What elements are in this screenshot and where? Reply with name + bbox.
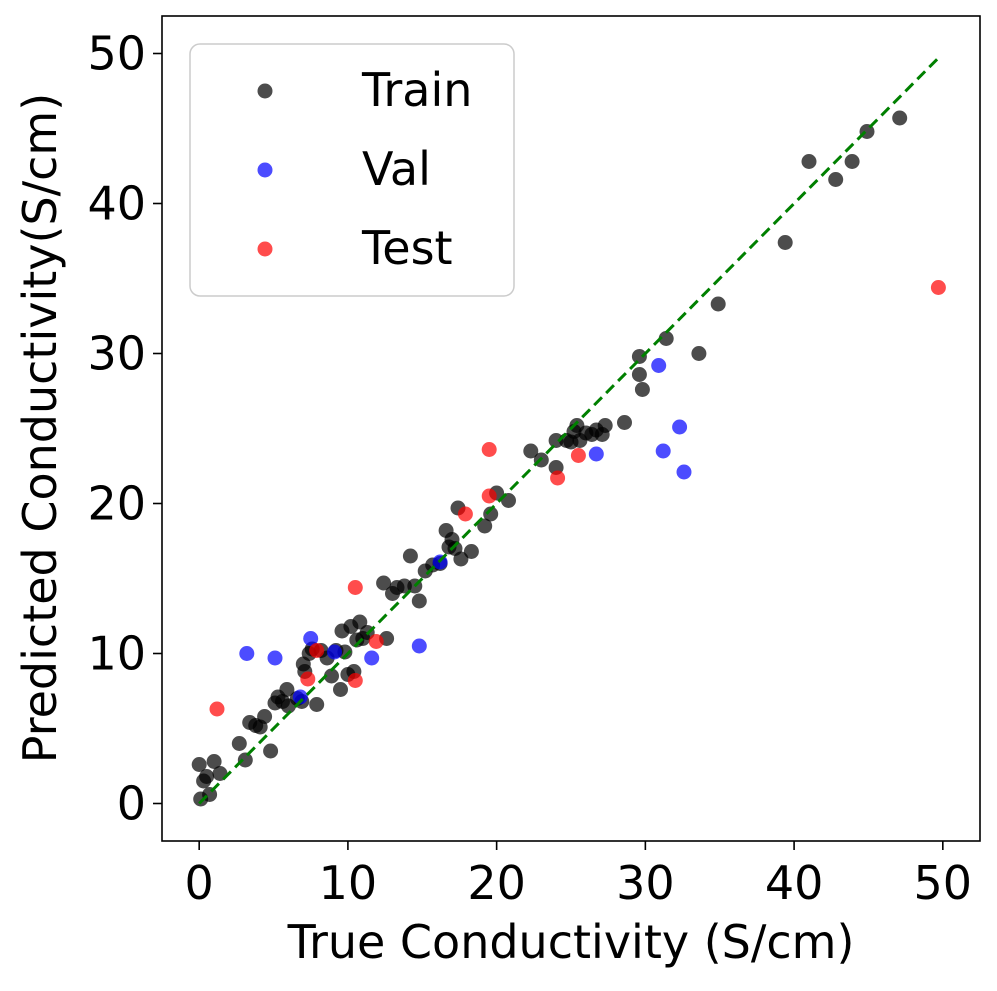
x-axis-ticks: 0 10 20 30 40 50 <box>185 841 973 910</box>
data-point-train <box>631 349 647 364</box>
y-axis-title: Predicted Conductivity(S/cm) <box>13 93 67 763</box>
data-point-test <box>300 671 316 687</box>
data-point-val <box>588 446 604 462</box>
data-point-train <box>352 614 368 630</box>
data-point-train <box>463 544 479 559</box>
y-tick-label: 30 <box>87 327 146 381</box>
data-point-test <box>481 442 497 457</box>
legend: Train Val Test <box>189 43 515 297</box>
data-point-test <box>347 673 363 688</box>
data-point-train <box>453 551 469 567</box>
data-point-train <box>206 754 222 769</box>
data-point-val <box>267 650 283 666</box>
plot-area <box>191 55 946 807</box>
legend-marker-val <box>257 162 273 178</box>
data-point-val <box>239 646 255 661</box>
legend-label-train: Train <box>361 63 472 117</box>
data-point-val <box>411 638 427 654</box>
data-point-train <box>710 296 726 312</box>
data-point-train <box>523 443 539 459</box>
y-tick-label: 40 <box>87 177 146 231</box>
data-point-train <box>402 548 418 564</box>
data-point-train <box>199 769 215 784</box>
data-point-train <box>231 736 247 751</box>
data-point-train <box>801 154 817 169</box>
data-point-val <box>327 644 342 660</box>
reference-line <box>198 55 941 805</box>
data-point-train <box>777 235 793 250</box>
data-point-train <box>333 682 348 697</box>
data-point-train <box>634 382 650 397</box>
y-tick-label: 20 <box>87 477 146 531</box>
legend-marker-test <box>257 241 273 257</box>
data-point-test <box>209 701 225 717</box>
x-tick-label: 20 <box>467 856 526 910</box>
data-point-test <box>457 506 473 522</box>
data-point-train <box>477 518 493 534</box>
data-point-val <box>672 419 688 435</box>
data-point-train <box>237 752 253 768</box>
data-point-val <box>364 650 380 666</box>
data-point-train <box>279 682 295 697</box>
x-axis-title: True Conductivity (S/cm) <box>287 915 855 969</box>
legend-label-test: Test <box>361 221 453 275</box>
data-point-train <box>658 331 674 346</box>
data-point-train <box>376 575 392 591</box>
data-point-train <box>337 644 353 660</box>
data-point-test <box>570 448 586 463</box>
data-point-test <box>309 643 325 658</box>
data-point-train <box>191 757 207 772</box>
x-tick-label: 10 <box>319 856 378 910</box>
data-point-train <box>396 578 412 594</box>
data-point-test <box>481 488 497 504</box>
data-point-train <box>309 697 325 712</box>
data-point-test <box>347 580 363 595</box>
legend-label-val: Val <box>362 142 431 196</box>
series-test <box>209 280 946 717</box>
data-point-train <box>257 709 273 724</box>
data-point-val <box>651 358 667 373</box>
data-point-val <box>676 464 692 480</box>
x-tick-label: 40 <box>765 856 824 910</box>
x-tick-label: 30 <box>616 856 675 910</box>
y-axis-ticks: 0 10 20 30 40 50 <box>87 27 162 831</box>
y-tick-label: 0 <box>117 777 146 831</box>
y-tick-label: 10 <box>87 627 146 681</box>
data-point-train <box>617 415 632 430</box>
series-train <box>191 110 908 807</box>
data-point-train <box>324 668 339 684</box>
data-point-val <box>655 443 671 459</box>
data-point-train <box>483 506 499 522</box>
data-point-val <box>292 689 308 705</box>
legend-marker-train <box>257 83 273 99</box>
data-point-val <box>303 631 319 646</box>
x-tick-label: 50 <box>914 856 973 910</box>
data-point-train <box>597 418 613 433</box>
data-point-train <box>411 593 427 609</box>
data-point-train <box>631 367 647 382</box>
data-point-train <box>828 172 844 187</box>
data-point-train <box>548 433 564 448</box>
data-point-train <box>844 154 860 169</box>
data-point-test <box>368 634 384 649</box>
data-point-train <box>691 346 707 361</box>
data-point-test <box>550 470 566 486</box>
data-point-train <box>892 110 908 126</box>
y-tick-label: 50 <box>87 27 146 81</box>
legend-box <box>189 43 515 297</box>
data-point-train <box>263 743 279 759</box>
data-point-test <box>930 280 946 295</box>
x-tick-label: 0 <box>185 856 214 910</box>
plot-frame <box>161 15 981 842</box>
